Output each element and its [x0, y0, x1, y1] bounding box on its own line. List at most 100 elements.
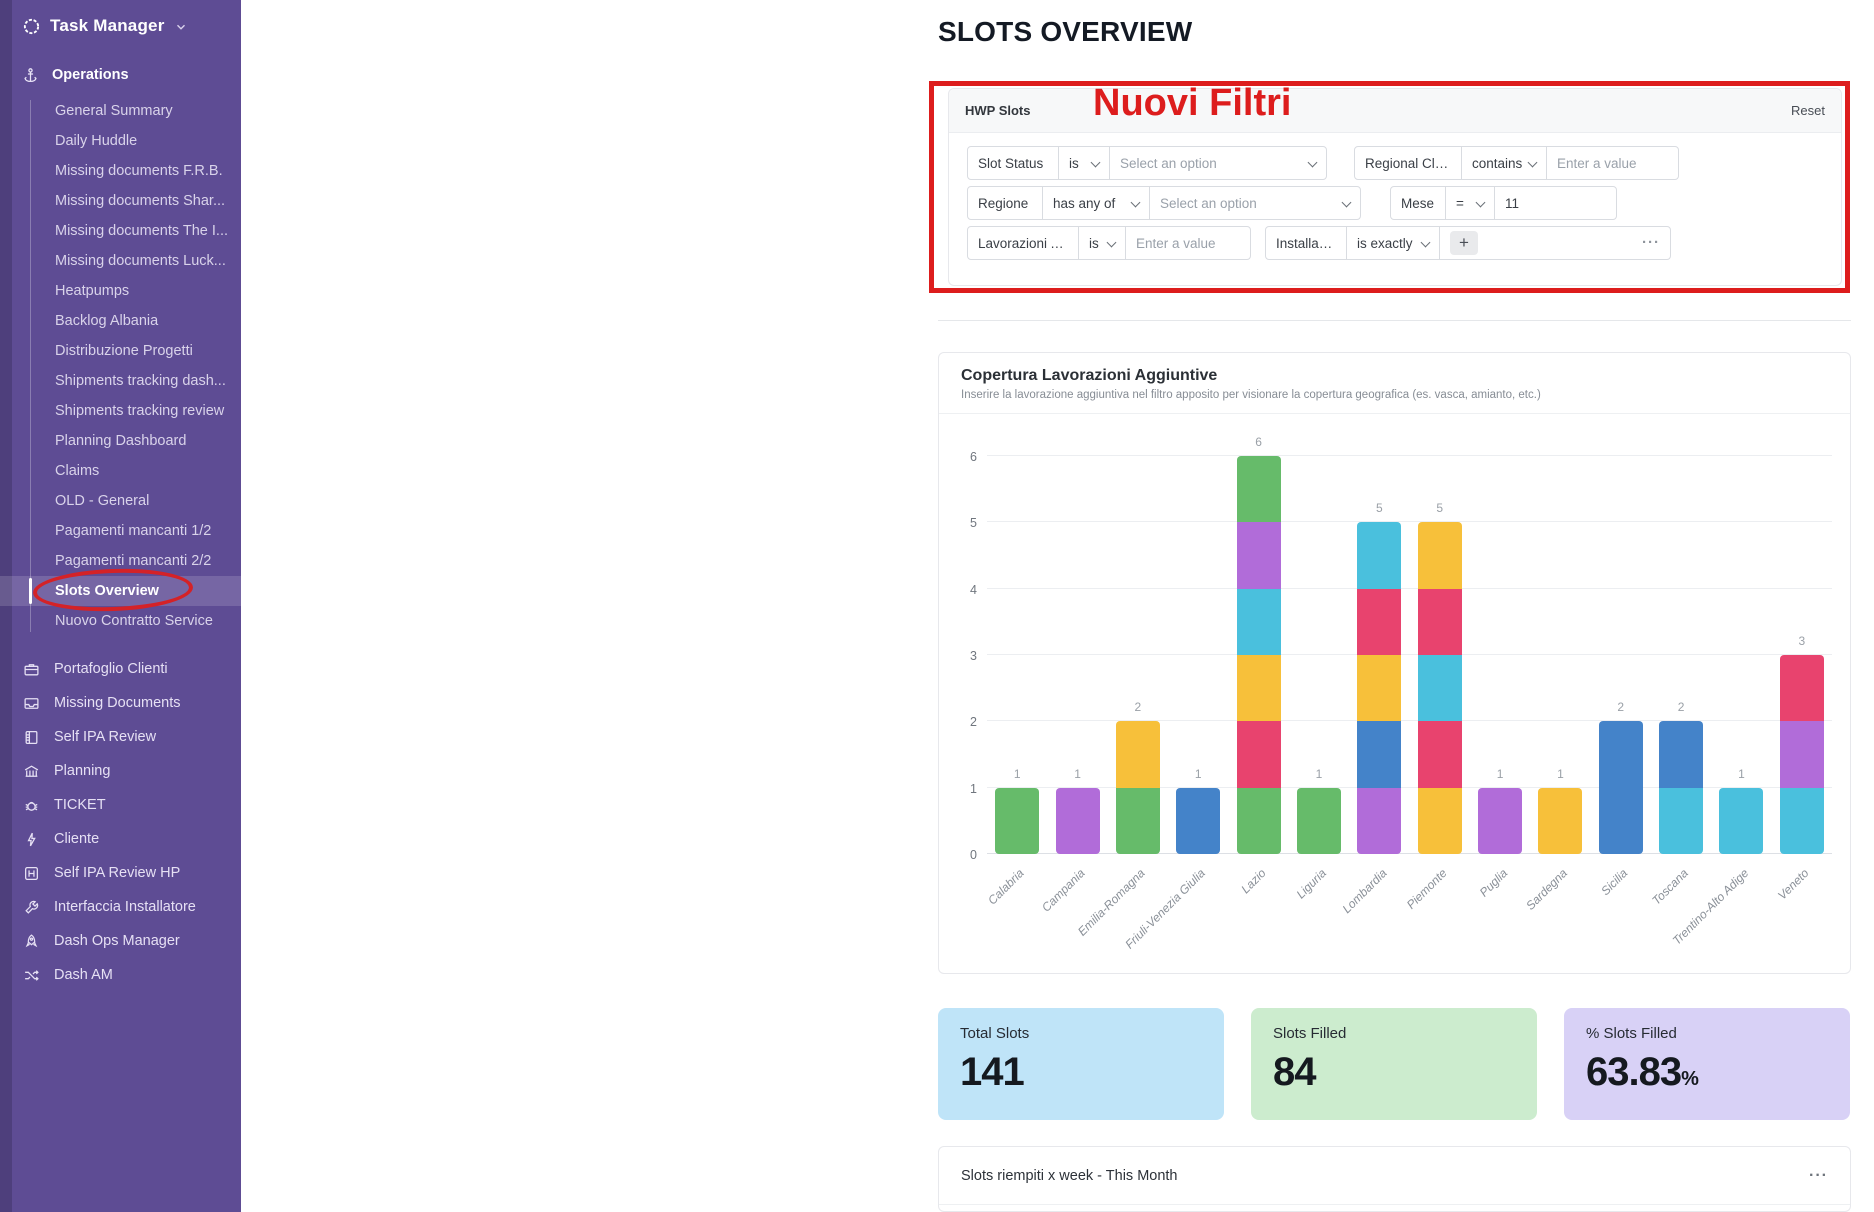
sidebar-item-shipments-tracking-dash[interactable]: Shipments tracking dash... — [55, 373, 226, 389]
input-placeholder: Enter a value — [1136, 235, 1216, 251]
filter-value-select[interactable]: Select an option — [1109, 146, 1327, 180]
bar-segment — [1055, 787, 1100, 854]
chart-gridline — [987, 521, 1832, 523]
filter-value-input[interactable]: Enter a value — [1546, 146, 1679, 180]
sidebar-item-slots-overview[interactable]: Slots Overview — [0, 576, 241, 606]
chart-plot: 0 1 2 3 4 5 6 1 Calabria 1 Campania 2 Emilia-Romagna… — [970, 435, 1832, 952]
sidebar-item-planning[interactable]: Planning — [0, 754, 241, 788]
sidebar-item-missing-documents-the-i[interactable]: Missing documents The I... — [55, 223, 229, 239]
sidebar-item-missing-documents-luck[interactable]: Missing documents Luck... — [55, 253, 226, 269]
chart-bar-slot-puglia: 1 Puglia — [1470, 456, 1530, 899]
chart-bar-slot-sardegna: 1 Sardegna — [1524, 456, 1590, 913]
filter-operator-text: has any of — [1053, 195, 1116, 211]
filter-operator-dropdown[interactable]: has any of — [1042, 186, 1150, 220]
stat-label: Total Slots — [960, 1025, 1030, 1042]
sidebar-item-old-general[interactable]: OLD - General — [55, 493, 150, 509]
filter-row: Regione has any of Select an option Mese = 11 — [967, 186, 1823, 220]
bar-segment — [1417, 721, 1462, 788]
chevron-down-icon — [1341, 197, 1352, 207]
chart-body: 0 1 2 3 4 5 6 1 Calabria 1 Campania 2 Emilia-Romagna… — [939, 414, 1850, 952]
sidebar-item-general-summary[interactable]: General Summary — [55, 103, 173, 119]
bar-segment — [1659, 787, 1704, 854]
x-axis-label: Liguria — [1293, 866, 1329, 902]
bar-segment — [1357, 787, 1402, 854]
chart-card-header: Copertura Lavorazioni Aggiuntive Inserir… — [939, 353, 1850, 414]
sidebar-item-backlog-albania[interactable]: Backlog Albania — [55, 313, 159, 329]
bar-total-label: 3 — [1798, 634, 1806, 648]
sidebar-item-daily-huddle[interactable]: Daily Huddle — [55, 133, 138, 149]
app-header[interactable]: Task Manager — [0, 0, 241, 36]
sidebar-item-interfaccia-installatore[interactable]: Interfaccia Installatore — [0, 890, 241, 924]
stacked-bar — [1115, 721, 1160, 854]
bar-segment — [1176, 787, 1221, 854]
bar-segment — [1598, 721, 1643, 788]
stacked-bar — [1719, 787, 1764, 854]
filter-value-input[interactable]: Enter a value — [1125, 226, 1251, 260]
sidebar-item-shipments-tracking-review[interactable]: Shipments tracking review — [55, 403, 225, 419]
filter-value-add[interactable]: + ··· — [1439, 226, 1671, 260]
ellipsis-menu-icon[interactable]: ··· — [1642, 234, 1660, 251]
stat-value: 84 — [1273, 1050, 1317, 1094]
bar-total-label: 2 — [1677, 700, 1685, 715]
sidebar-item-dash-am[interactable]: Dash AM — [0, 958, 241, 992]
main-content: SLOTS OVERVIEW Nuovi Filtri HWP Slots Re… — [929, 0, 1858, 1212]
sidebar-item-pagamenti-mancanti-2-2[interactable]: Pagamenti mancanti 2/2 — [55, 553, 212, 569]
sidebar-item-distribuzione-progetti[interactable]: Distribuzione Progetti — [55, 343, 193, 359]
filter-operator-dropdown[interactable]: is exactly — [1346, 226, 1440, 260]
x-axis-label: Sicilia — [1598, 866, 1631, 899]
bar-segment — [1357, 655, 1402, 722]
sidebar-section-operations[interactable]: Operations — [0, 60, 241, 90]
bar-segment — [1115, 787, 1160, 854]
bar-segment — [1659, 721, 1704, 788]
sidebar-item-self-ipa-review[interactable]: Self IPA Review — [0, 720, 241, 754]
section-divider — [938, 320, 1851, 321]
filter-field-label: Mese — [1390, 186, 1446, 220]
bottom-card-header: Slots riempiti x week - This Month ··· — [939, 1147, 1850, 1205]
kebab-menu-icon[interactable]: ··· — [1809, 1166, 1828, 1184]
chart-bar-slot-piemonte: 5 Piemonte — [1404, 456, 1470, 912]
filter-operator-dropdown[interactable]: = — [1445, 186, 1495, 220]
reset-button[interactable]: Reset — [1791, 103, 1825, 118]
stacked-bar — [1176, 787, 1221, 854]
filter-operator-dropdown[interactable]: contains — [1461, 146, 1547, 180]
bar-segment — [1779, 655, 1824, 722]
sidebar-item-ticket[interactable]: TICKET — [0, 788, 241, 822]
chevron-down-icon — [1307, 157, 1318, 167]
sidebar-item-portafoglio-clienti[interactable]: Portafoglio Clienti — [0, 652, 241, 686]
bar-total-label: 2 — [1134, 700, 1142, 715]
bar-total-label: 5 — [1436, 501, 1444, 516]
sidebar-item-planning-dashboard[interactable]: Planning Dashboard — [55, 433, 187, 449]
bottom-card: Slots riempiti x week - This Month ··· — [938, 1146, 1851, 1212]
filter-operator-text: contains — [1472, 155, 1523, 171]
add-value-button[interactable]: + — [1450, 231, 1478, 255]
filter-operator-dropdown[interactable]: is — [1078, 226, 1126, 260]
chevron-down-icon — [1527, 157, 1538, 167]
sidebar-item-missing-documents[interactable]: Missing Documents — [0, 686, 241, 720]
subnav-guide-line — [30, 100, 31, 632]
sidebar-item-missing-documents-f-r-b[interactable]: Missing documents F.R.B. — [55, 163, 223, 179]
chart-bar-slot-calabria: 1 Calabria — [986, 456, 1047, 908]
chart-gridline — [987, 720, 1832, 722]
sidebar-item-heatpumps[interactable]: Heatpumps — [55, 283, 130, 299]
filter-value-select[interactable]: Select an option — [1149, 186, 1361, 220]
sidebar-item-dash-ops-manager[interactable]: Dash Ops Manager — [0, 924, 241, 958]
stat-card-total-slots: Total Slots 141 — [938, 1008, 1224, 1120]
y-axis-tick-label: 6 — [970, 450, 977, 464]
bar-segment — [1478, 787, 1523, 854]
filter-operator-dropdown[interactable]: is — [1058, 146, 1110, 180]
sidebar-item-cliente[interactable]: Cliente — [0, 822, 241, 856]
bar-total-label: 1 — [1194, 766, 1202, 781]
sidebar-item-nuovo-contratto-service[interactable]: Nuovo Contratto Service — [55, 613, 213, 629]
sidebar-item-claims[interactable]: Claims — [55, 463, 100, 479]
sidebar-item-pagamenti-mancanti-1-2[interactable]: Pagamenti mancanti 1/2 — [55, 523, 212, 539]
filter-field-text: Regione — [978, 195, 1029, 211]
bar-total-label: 2 — [1617, 700, 1625, 715]
sidebar-item-self-ipa-review-hp[interactable]: Self IPA Review HP — [0, 856, 241, 890]
stat-label: Slots Filled — [1273, 1025, 1347, 1042]
chart-bar-slot-emilia-romagna: 2 Emilia-Romagna — [1075, 456, 1168, 939]
bar-total-label: 6 — [1255, 435, 1262, 449]
chevron-down-icon — [1106, 237, 1117, 247]
filter-value-input[interactable]: 11 — [1494, 186, 1617, 220]
chart-bar-slot-lazio: 6 Lazio — [1228, 435, 1288, 896]
sidebar-item-missing-documents-shar[interactable]: Missing documents Shar... — [55, 193, 226, 209]
